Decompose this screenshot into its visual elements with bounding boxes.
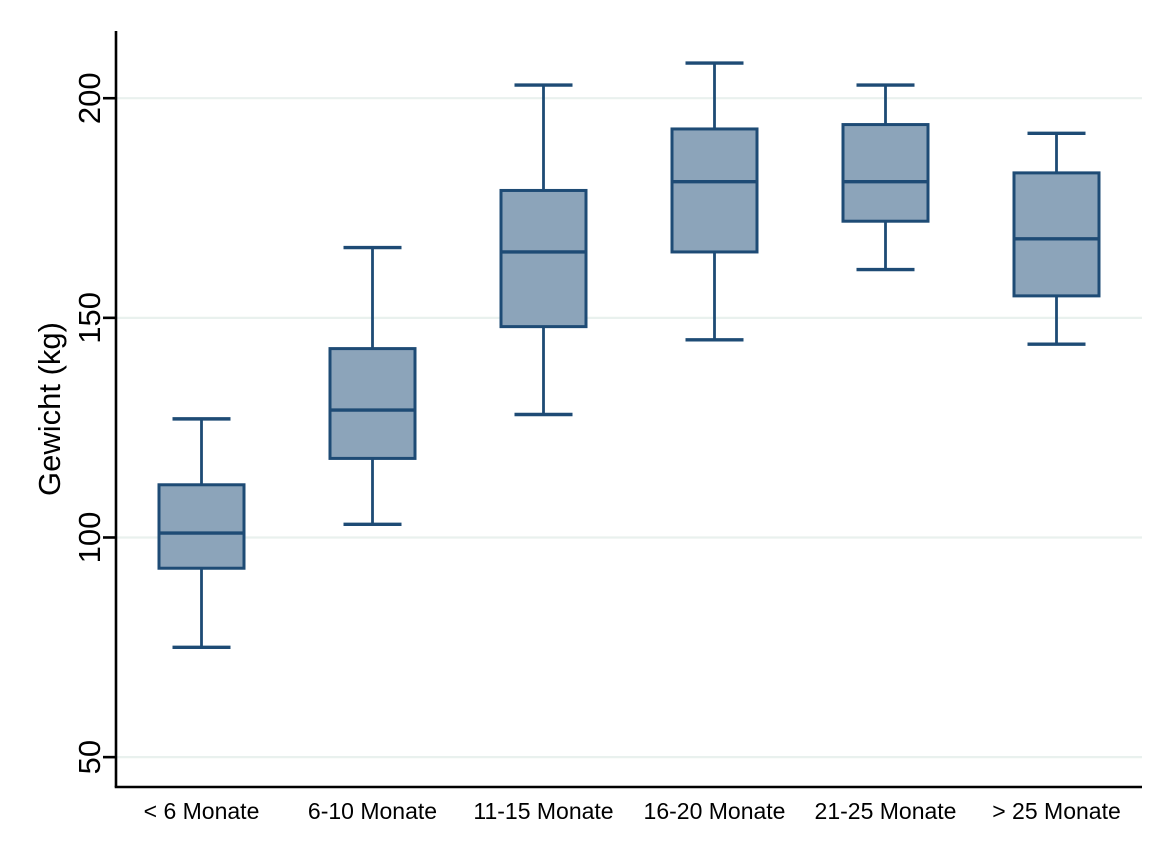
iqr-box — [670, 127, 759, 254]
iqr-box — [499, 188, 588, 329]
y-axis-tick-label: 200 — [72, 72, 107, 124]
y-axis-tick-label: 150 — [72, 292, 107, 344]
x-axis-category-label: > 25 Monate — [992, 798, 1121, 824]
x-axis-category-label: 21-25 Monate — [815, 798, 957, 824]
y-axis-tick-label: 100 — [72, 512, 107, 564]
x-axis-category-label: 6-10 Monate — [308, 798, 437, 824]
y-axis-tick-label: 50 — [72, 740, 107, 774]
x-axis-category-label: 11-15 Monate — [473, 798, 613, 824]
boxplot-group-6 — [1012, 131, 1101, 346]
boxplot-group-1 — [157, 417, 246, 650]
iqr-box — [841, 123, 930, 223]
boxplot-group-3 — [499, 83, 588, 417]
x-axis-category-label: 16-20 Monate — [644, 798, 786, 824]
x-axis-category-label: < 6 Monate — [144, 798, 260, 824]
boxplot-group-2 — [328, 245, 417, 527]
iqr-box — [328, 347, 417, 460]
iqr-box — [1012, 171, 1101, 298]
y-axis-title: Gewicht (kg) — [32, 322, 67, 496]
boxplot-group-5 — [841, 83, 930, 272]
iqr-box — [157, 483, 246, 570]
boxplot-group-4 — [670, 61, 759, 342]
